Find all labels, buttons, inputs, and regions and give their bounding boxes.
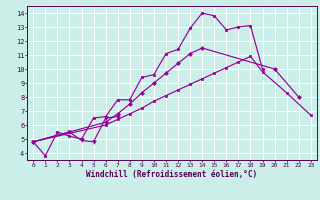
X-axis label: Windchill (Refroidissement éolien,°C): Windchill (Refroidissement éolien,°C) [86,170,258,179]
